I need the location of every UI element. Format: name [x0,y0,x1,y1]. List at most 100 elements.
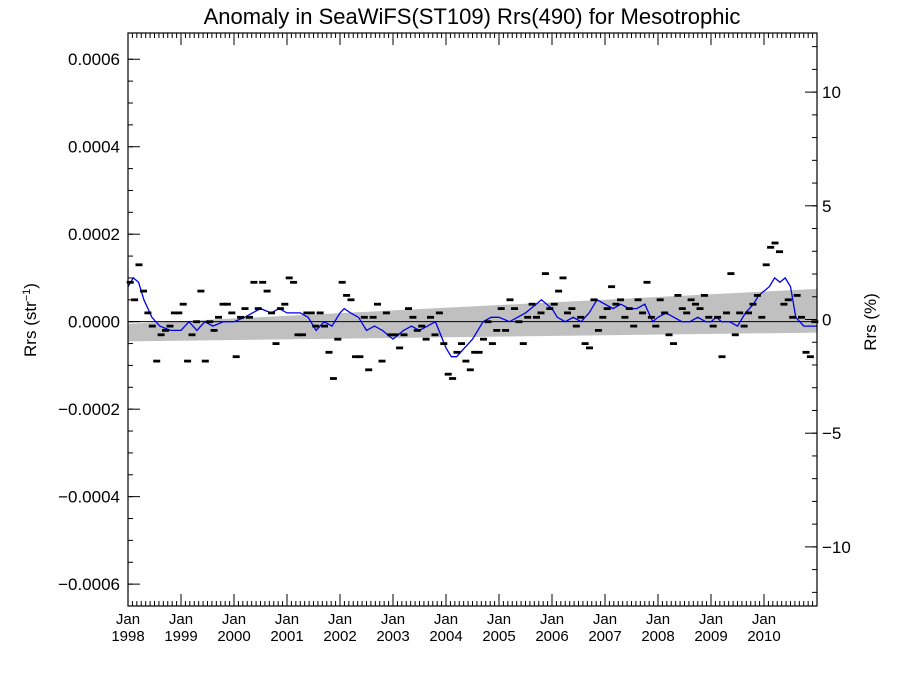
data-point [405,307,412,310]
x-tick-label-month: Jan [328,611,352,628]
x-tick-label-month: Jan [487,611,511,628]
data-point [555,289,563,293]
data-point [745,311,752,315]
data-point [232,355,240,359]
data-point [307,311,315,315]
data-point [241,307,249,310]
data-point [435,311,443,315]
y-axis-left: 0.0006 0.0004 0.0002 0.0000 −0.0002 −0.0004 −0… [58,50,140,594]
data-point [617,298,624,302]
data-point [471,350,479,354]
data-point [480,337,487,341]
data-point [612,302,620,306]
data-point [519,342,527,345]
data-point [444,372,452,376]
data-point [303,311,311,315]
data-point [608,285,616,289]
x-tick-label-month: Jan [593,611,617,628]
data-point [630,324,638,328]
x-tick-label-year: 1999 [164,628,197,645]
data-point [418,324,426,328]
data-point [621,315,629,319]
data-point [541,272,549,275]
data-point [427,315,434,319]
data-point [714,315,722,319]
data-point [431,333,439,337]
data-point [347,298,355,302]
y-axis-left-label-superscript: −1 [21,289,33,302]
data-point [374,302,381,306]
data-point [466,368,474,372]
x-tick-label-year: 2005 [482,628,515,645]
data-point [387,333,395,337]
y-left-tick-label: −0.0004 [58,488,120,507]
data-point [740,324,748,328]
data-point [625,307,633,310]
data-point [678,307,686,310]
data-point [727,272,735,275]
data-point [126,280,134,284]
data-point [166,324,174,328]
data-point [413,329,421,332]
data-point [559,276,567,280]
data-point [153,359,161,363]
y-right-tick-label: −5 [822,424,841,443]
data-point [201,359,209,363]
data-point [709,324,717,328]
data-point [568,307,576,310]
data-point [391,333,399,337]
data-point [776,250,783,254]
data-point [488,342,496,345]
data-point [356,355,364,359]
data-point [603,307,611,310]
data-point [343,294,351,297]
data-point [753,294,761,297]
y-axis-left-label-close: ) [21,283,40,289]
data-point [188,333,196,337]
data-point [365,368,373,372]
data-point [497,307,505,310]
data-point [360,315,368,319]
data-point [762,263,770,267]
x-tick-label-month: Jan [116,611,140,628]
data-point [767,245,775,249]
data-point [276,307,284,310]
data-point [312,324,320,328]
data-point [696,307,704,310]
data-point [692,302,699,306]
data-point [329,377,337,380]
x-tick-label-year: 2004 [429,628,462,645]
data-point [290,280,298,284]
y-left-tick-label: −0.0006 [58,575,120,594]
data-point [206,320,214,324]
data-point [144,311,152,315]
data-point [784,298,792,302]
data-point [453,350,461,354]
data-point [639,311,646,315]
data-point [268,311,275,315]
data-point [316,311,324,315]
data-point [780,302,788,306]
data-point [572,324,580,328]
data-point [802,350,810,354]
data-point [515,320,523,324]
data-point [537,311,545,315]
data-point [586,346,593,350]
data-point [400,333,408,337]
data-point [378,359,386,363]
monthly-points [126,241,819,380]
x-tick-label-year: 2009 [694,628,727,645]
data-point [546,307,554,310]
data-point [811,320,819,324]
data-point [237,315,245,319]
x-tick-label-month: Jan [434,611,458,628]
data-point [246,315,253,319]
data-point [594,329,602,332]
x-tick-label-month: Jan [222,611,246,628]
data-point [170,311,178,315]
y-left-tick-label: 0.0006 [68,50,120,69]
data-point [219,302,227,306]
x-tick-label-month: Jan [699,611,723,628]
data-point [683,311,691,315]
data-point [665,333,673,337]
